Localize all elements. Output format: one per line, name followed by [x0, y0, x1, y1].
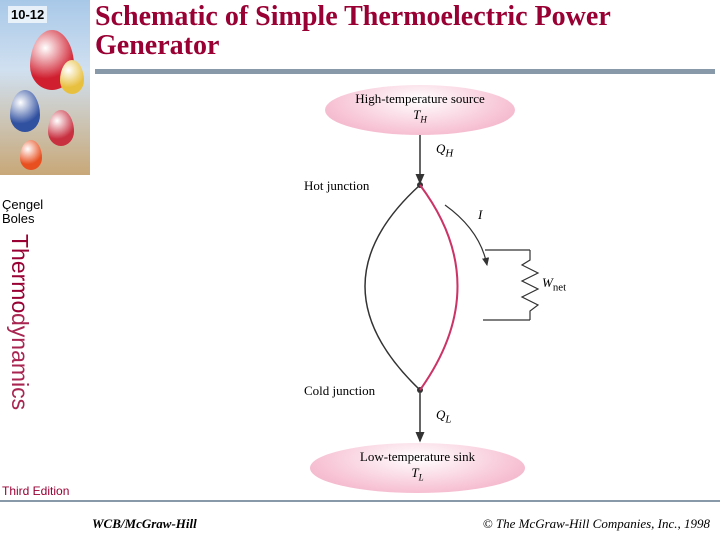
- author-2: Boles: [2, 212, 43, 226]
- chapter-number: 10-12: [8, 6, 47, 23]
- balloon-2: [60, 60, 84, 94]
- footer-rule: [0, 500, 720, 502]
- sidebar-photo: [0, 0, 90, 175]
- balloon-5: [20, 140, 42, 170]
- copyright: © The McGraw-Hill Companies, Inc., 1998: [483, 516, 710, 532]
- authors: Çengel Boles: [2, 198, 43, 227]
- q-out-label: QL: [436, 407, 451, 426]
- cold-junction-label: Cold junction: [304, 383, 375, 399]
- hot-junction-label: Hot junction: [304, 178, 369, 194]
- balloon-4: [48, 110, 74, 146]
- schematic-diagram: High-temperature source TH Low-temperatu…: [190, 85, 650, 490]
- current-label: I: [478, 207, 482, 223]
- load-label: Wnet: [542, 275, 566, 294]
- book-title-p2: dynamics: [7, 313, 33, 410]
- q-in-label: QH: [436, 141, 453, 160]
- author-1: Çengel: [2, 198, 43, 212]
- book-title-p1: Thermo: [7, 234, 33, 313]
- edition-label: Third Edition: [2, 484, 69, 498]
- book-title-vertical: Thermodynamics: [6, 234, 33, 410]
- diagram-svg: [190, 85, 650, 490]
- page-title: Schematic of Simple Thermoelectric Power…: [95, 2, 716, 61]
- publisher: WCB/McGraw-Hill: [92, 516, 197, 532]
- title-underline: [95, 69, 715, 74]
- balloon-3: [10, 90, 40, 132]
